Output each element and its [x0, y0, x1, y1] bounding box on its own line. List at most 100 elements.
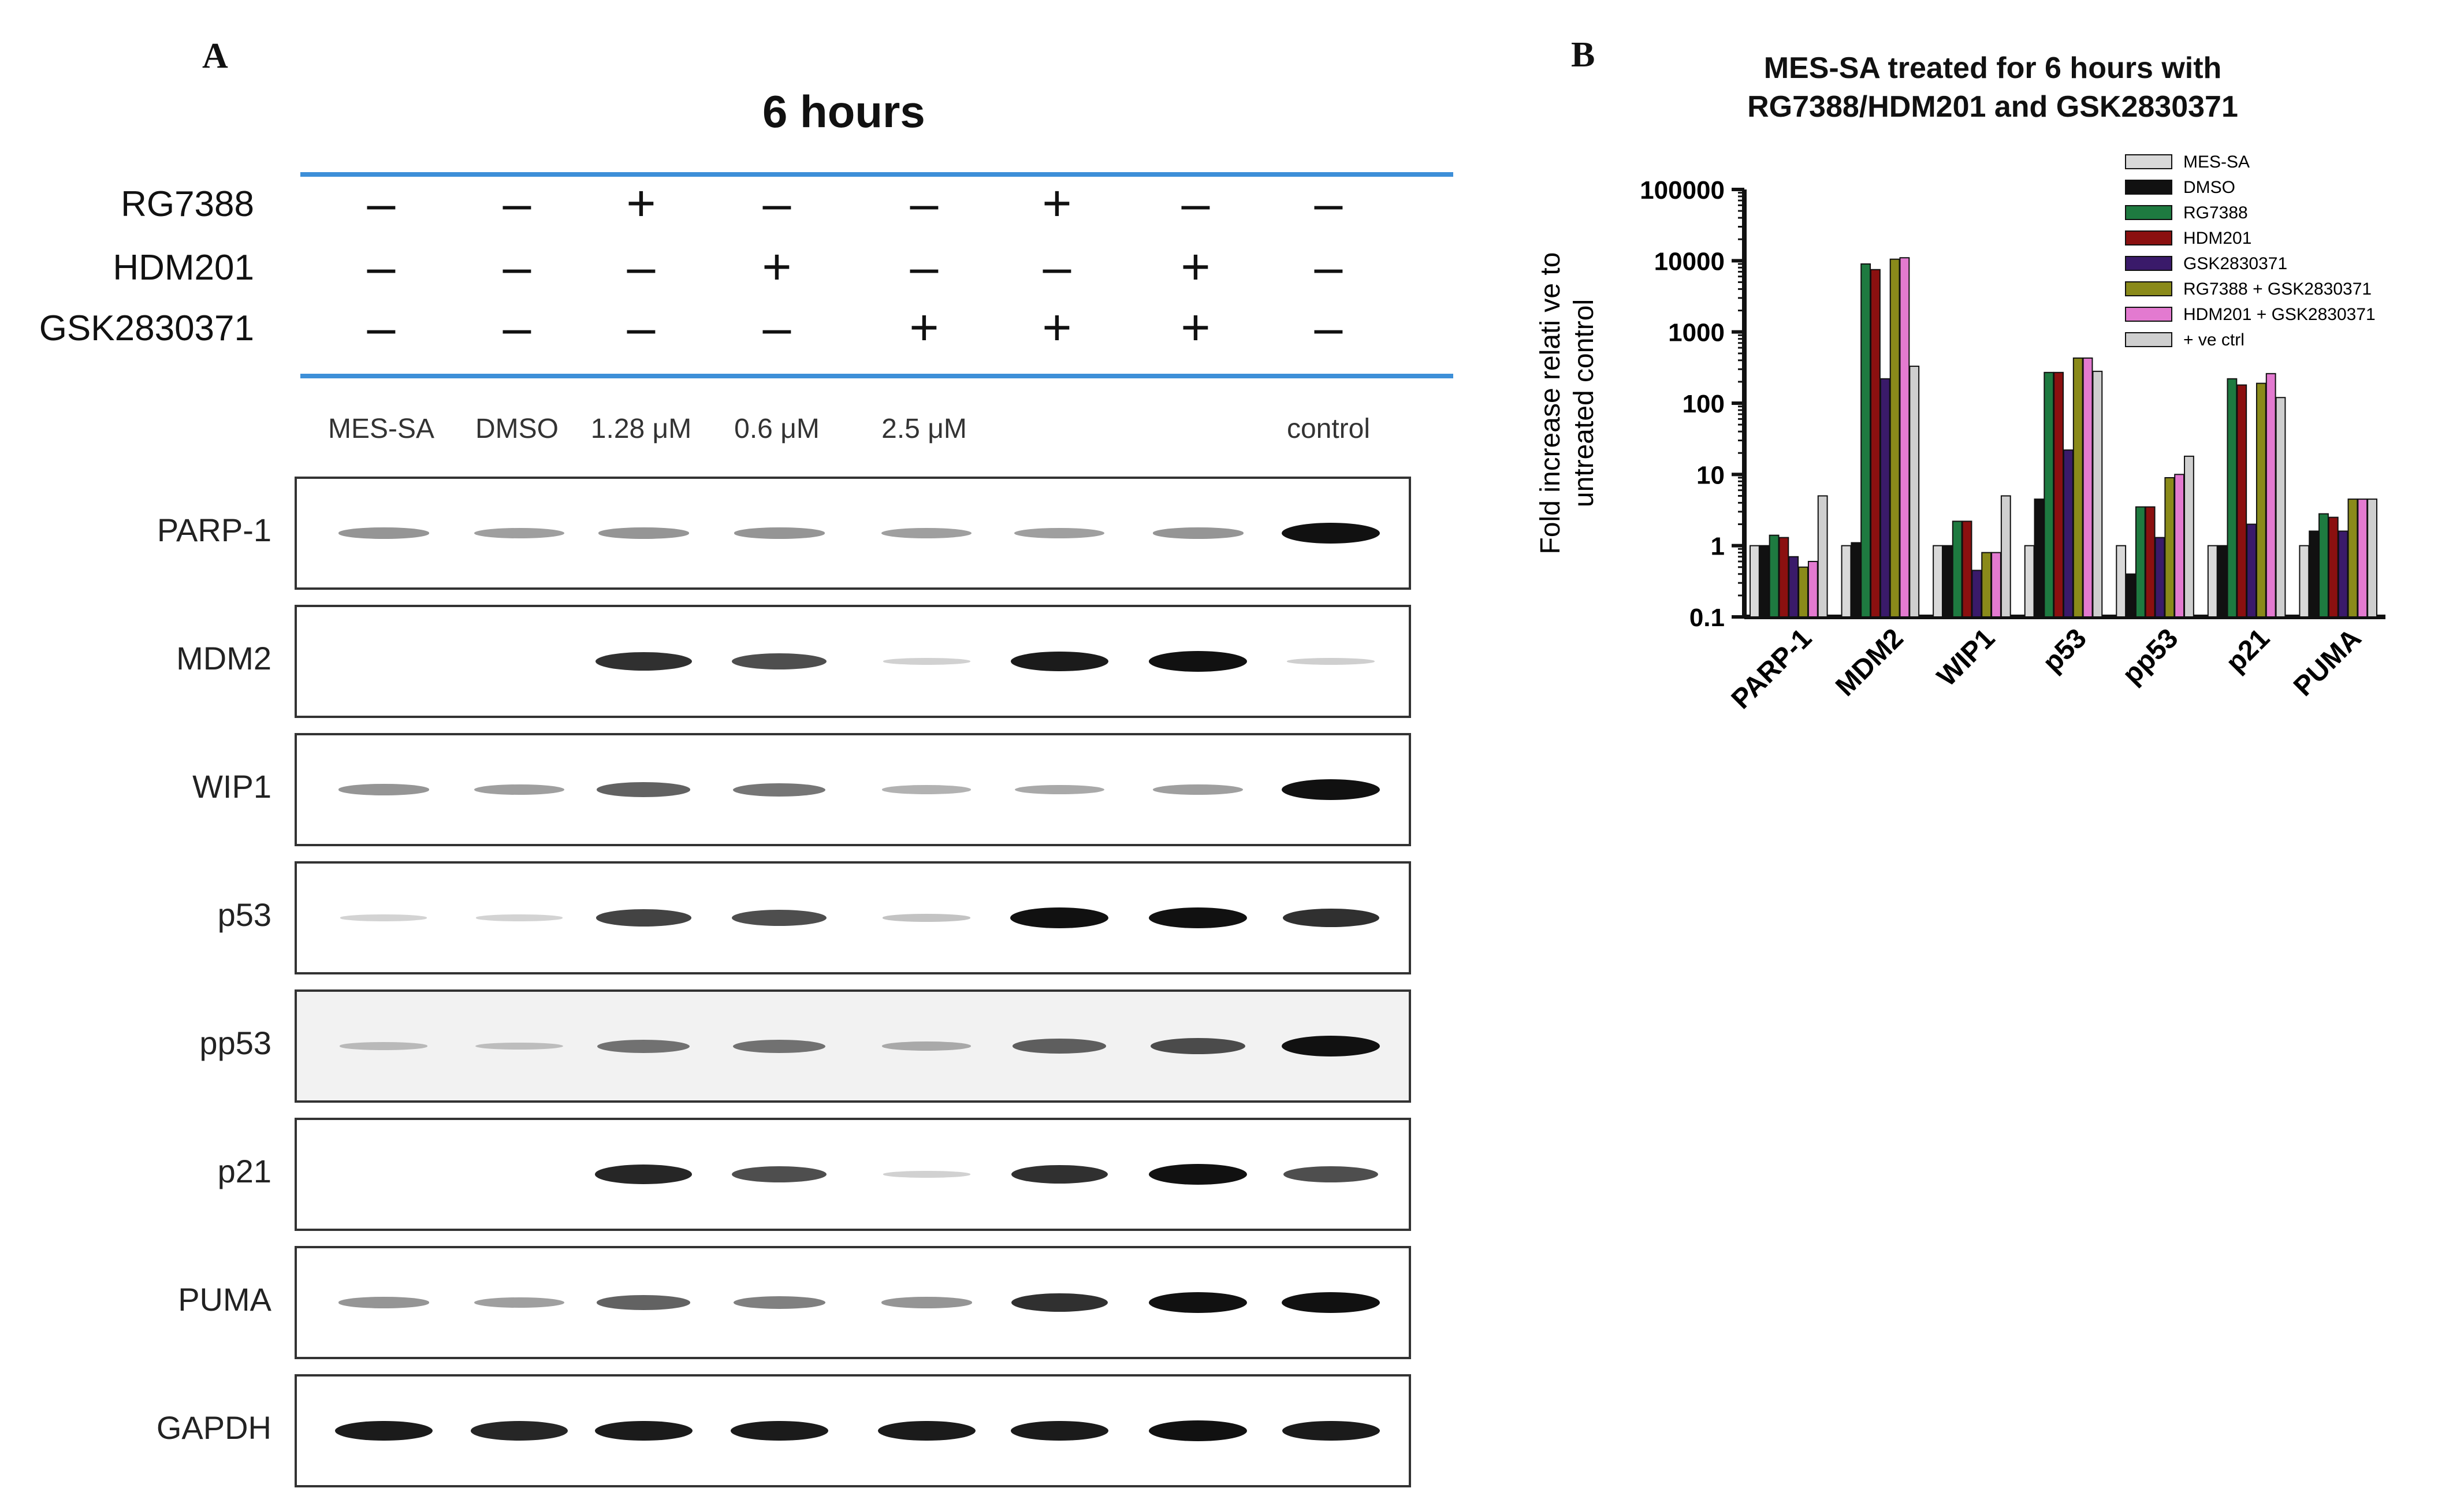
bar-p53-6 [2082, 357, 2093, 617]
lane-label: MES-SA [327, 414, 435, 444]
blot-band [595, 652, 692, 671]
y-tick-label: 0.1 [1689, 604, 1725, 632]
blot-band [595, 1165, 692, 1184]
blot-band [732, 909, 827, 927]
lane-label: 1.28 μM [590, 414, 692, 444]
bar-parp-1-2 [1769, 534, 1780, 618]
bar-parp-1-3 [1778, 537, 1789, 617]
blot-band [1013, 1039, 1106, 1054]
treatment-mark: + [1042, 174, 1072, 232]
chart-title-line-1: MES-SA treated for 6 hours with [1763, 51, 2222, 85]
bar-p21-4 [2246, 523, 2257, 617]
y-tick-label: 1000 [1668, 319, 1725, 347]
bar-mdm2-5 [1889, 258, 1900, 618]
bar-chart: 0.1 1 10 100 1000 10000 100000 Fold increase re… [1535, 152, 2385, 715]
blot-band [594, 1420, 693, 1441]
blot-strip-wip1 [295, 733, 1411, 846]
bar-wip1-0 [1933, 545, 1943, 618]
x-tick-label-p21: p21 [2220, 623, 2276, 678]
treatment-mark: + [1181, 299, 1211, 356]
legend-label: + ve ctrl [2183, 330, 2245, 349]
bar-mdm2-7 [1909, 366, 1920, 617]
legend-swatch [2125, 180, 2172, 195]
bar-p53-3 [2053, 371, 2064, 617]
blot-band [1151, 1037, 1245, 1055]
treatment-mark: + [626, 174, 656, 232]
legend-label: HDM201 [2183, 229, 2251, 248]
bar-pp53-0 [2116, 545, 2127, 618]
bar-mdm2-0 [1841, 545, 1852, 618]
blot-band [1011, 1293, 1108, 1312]
blot-band [1149, 907, 1247, 928]
blot-band [340, 914, 427, 921]
blot-strip-pp53 [295, 989, 1411, 1103]
blot-band [474, 528, 564, 538]
bar-wip1-7 [2000, 495, 2011, 618]
treatment-mark: – [367, 174, 396, 232]
blot-band [1010, 651, 1108, 672]
treatment-top-rule [300, 172, 1453, 177]
bar-pp53-2 [2135, 506, 2146, 617]
legend-label: HDM201 + GSK2830371 [2183, 305, 2376, 324]
bar-puma-2 [2318, 513, 2329, 617]
bar-pp53-5 [2164, 477, 2175, 617]
treatment-mark: + [909, 299, 939, 356]
bar-wip1-5 [1981, 552, 1992, 617]
panel-label-a: A [202, 36, 228, 76]
bar-pp53-6 [2174, 474, 2185, 617]
x-tick-label-p53: p53 [2037, 623, 2093, 678]
bar-p21-7 [2275, 397, 2286, 617]
legend-swatch [2125, 332, 2172, 347]
blot-band [597, 782, 690, 797]
bar-p21-0 [2207, 545, 2218, 618]
lane-label: control [1286, 414, 1371, 444]
blot-band [475, 914, 563, 921]
y-tick-label: 10 [1696, 461, 1725, 489]
treatment-mark: – [762, 174, 791, 232]
blot-band [1282, 908, 1379, 928]
blot-band [1282, 779, 1380, 800]
bar-p21-2 [2227, 378, 2238, 617]
bar-p53-7 [2092, 370, 2103, 617]
blot-band [883, 1171, 970, 1178]
blot-band [339, 1042, 428, 1050]
blot-band [338, 784, 429, 795]
bar-p21-6 [2265, 373, 2276, 617]
blot-band [1149, 1292, 1247, 1313]
treatment-mark: + [762, 238, 792, 295]
legend-swatch [2125, 154, 2172, 169]
bar-puma-6 [2357, 498, 2368, 617]
bar-wip1-2 [1952, 520, 1963, 617]
bar-wip1-4 [1971, 570, 1982, 618]
blot-band [597, 1039, 690, 1053]
panel-label-b: B [1571, 35, 1595, 75]
blot-band [882, 785, 971, 794]
blot-band [1149, 1420, 1247, 1441]
blot-band [338, 1297, 429, 1308]
bar-parp-1-6 [1807, 561, 1818, 617]
x-tick-label-parp-1: PARP-1 [1726, 623, 1818, 715]
blot-strip-gapdh [295, 1374, 1411, 1487]
blot-band [1011, 1165, 1108, 1184]
blot-strip-puma [295, 1246, 1411, 1359]
bar-parp-1-7 [1817, 495, 1828, 618]
blot-band [881, 1297, 972, 1308]
legend-label: RG7388 + GSK2830371 [2183, 280, 2372, 299]
blot-band [881, 528, 972, 538]
bar-parp-1-5 [1798, 566, 1808, 617]
blot-band [1010, 1420, 1108, 1441]
treatment-mark: + [1042, 299, 1072, 356]
chart-title-line-2: RG7388/HDM201 and GSK2830371 [1747, 90, 2238, 124]
blot-band [338, 527, 429, 539]
blot-band [732, 653, 827, 670]
blot-band [1282, 1292, 1380, 1313]
treatment-mark: – [367, 238, 396, 295]
y-tick-label: 10000 [1654, 247, 1725, 276]
protein-label-puma: PUMA [178, 1281, 271, 1318]
blot-band [732, 1166, 827, 1183]
treatment-mark: – [627, 299, 656, 356]
bar-parp-1-1 [1759, 545, 1770, 618]
legend-label: MES-SA [2183, 152, 2250, 172]
bar-p21-1 [2217, 545, 2228, 618]
y-tick-label: 1 [1711, 533, 1725, 561]
